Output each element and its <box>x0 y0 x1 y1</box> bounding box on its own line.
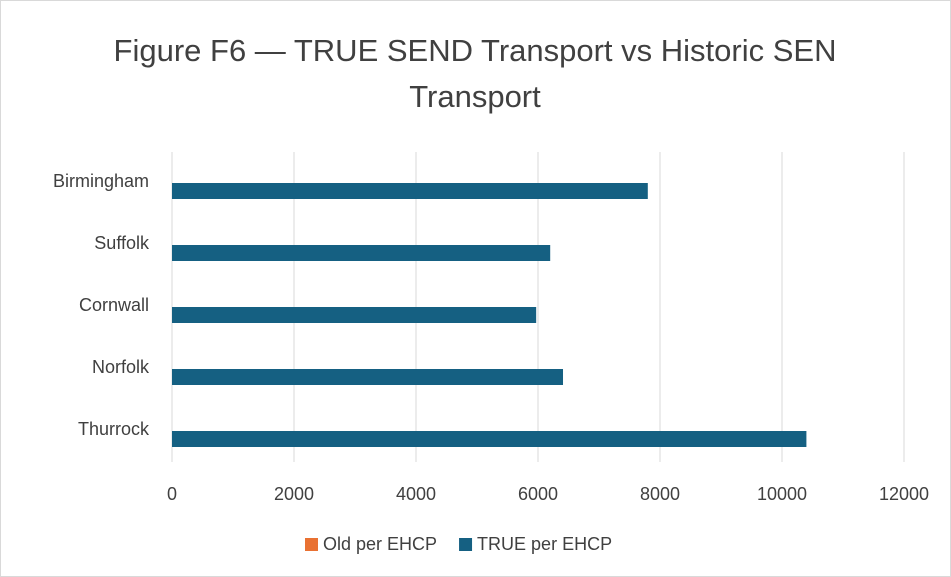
x-tick-label: 8000 <box>640 484 680 504</box>
y-tick-label: Norfolk <box>92 357 150 377</box>
x-tick-label: 10000 <box>757 484 807 504</box>
bar <box>172 369 564 385</box>
legend-label: Old per EHCP <box>323 534 437 554</box>
bar <box>172 183 648 199</box>
bar <box>172 307 537 323</box>
legend-swatch <box>305 538 318 551</box>
y-tick-label: Thurrock <box>78 419 150 439</box>
legend-swatch <box>459 538 473 551</box>
bar <box>172 431 807 447</box>
x-tick-label: 0 <box>167 484 177 504</box>
legend-label: TRUE per EHCP <box>477 534 612 554</box>
y-tick-label: Birmingham <box>53 171 149 191</box>
x-tick-label: 2000 <box>274 484 314 504</box>
x-tick-label: 6000 <box>518 484 558 504</box>
y-tick-label: Suffolk <box>94 233 150 253</box>
chart-title: Figure F6 — TRUE SEND Transport vs Histo… <box>113 33 837 114</box>
bar <box>172 245 551 261</box>
x-tick-label: 12000 <box>879 484 929 504</box>
y-tick-label: Cornwall <box>79 295 149 315</box>
x-tick-label: 4000 <box>396 484 436 504</box>
